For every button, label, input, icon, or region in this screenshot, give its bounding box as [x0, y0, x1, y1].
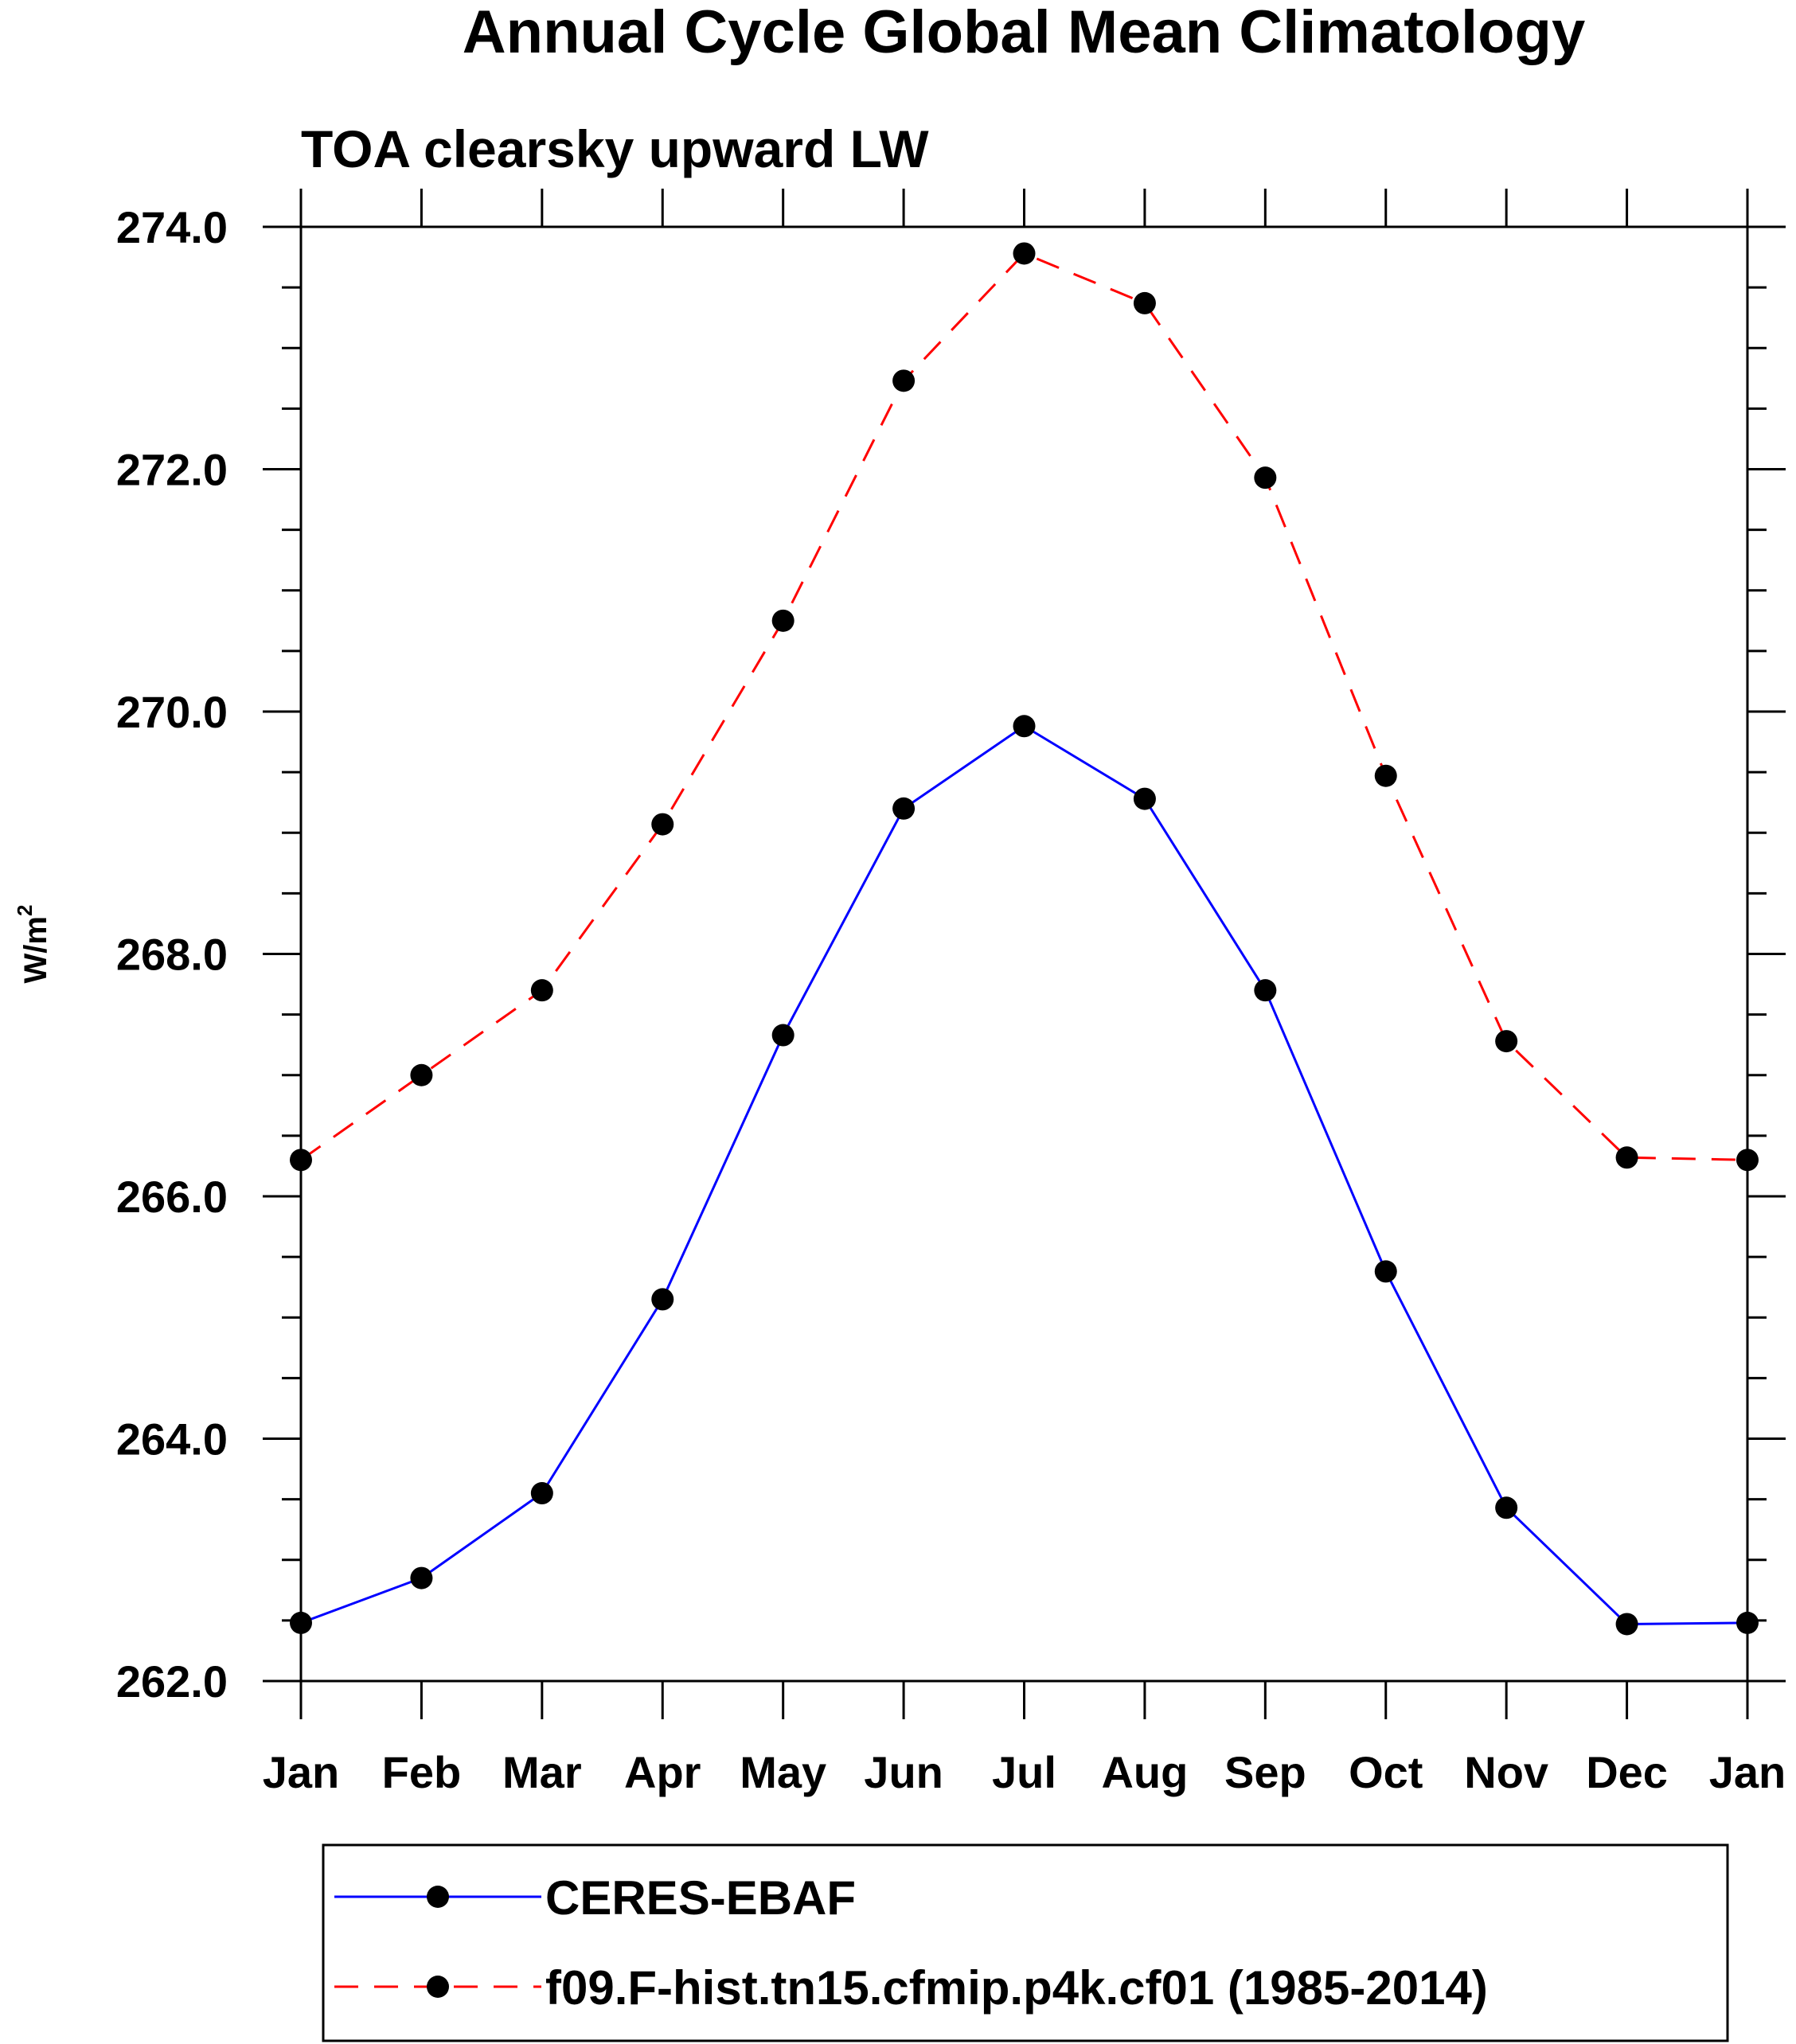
svg-text:W/m2: W/m2: [13, 905, 53, 984]
legend-label-model: f09.F-hist.tn15.cfmip.p4k.cf01 (1985-201…: [545, 1961, 1488, 2015]
legend-label-ceres: CERES-EBAF: [545, 1871, 856, 1925]
series-0-point-10: [1495, 1496, 1518, 1519]
series-1-point-3: [651, 813, 674, 836]
tick-labels: Jan Feb Mar Apr May Jun Jul Aug Sep Oct Nov Dec Jan 2…: [116, 202, 1786, 1797]
series-line-0: [300, 724, 1748, 1625]
series-1-point-5: [892, 369, 916, 392]
x-tick-label-3: Apr: [624, 1747, 701, 1797]
y-tick-label-2: 266.0: [116, 1172, 228, 1222]
series-0-point-3: [651, 1288, 674, 1311]
y-axis-label: W/m2: [13, 905, 53, 984]
series-0-point-9: [1374, 1260, 1397, 1283]
x-tick-label-0: Jan: [263, 1747, 340, 1797]
x-tick-label-4: May: [740, 1747, 826, 1797]
x-tick-label-7: Aug: [1101, 1747, 1188, 1797]
series-1-point-8: [1254, 466, 1277, 490]
chart-title: Annual Cycle Global Mean Climatology: [463, 0, 1585, 66]
series-0-point-7: [1133, 787, 1156, 810]
legend: CERES-EBAF f09.F-hist.tn15.cfmip.p4k.cf0…: [322, 1843, 1729, 2042]
y-tick-label-6: 274.0: [116, 202, 228, 252]
series-1-point-1: [410, 1063, 433, 1086]
series-1-point-4: [771, 609, 795, 632]
series-1-point-2: [530, 979, 553, 1002]
x-tick-label-2: Mar: [502, 1747, 582, 1797]
series-0-point-2: [530, 1482, 553, 1505]
series-0-point-8: [1254, 979, 1277, 1002]
x-tick-label-8: Sep: [1224, 1747, 1306, 1797]
legend-marker-model: [427, 1976, 449, 1998]
data-series: [290, 242, 1759, 1636]
series-line-1: [300, 252, 1748, 1161]
series-1-point-7: [1133, 291, 1156, 314]
plot-frame: [299, 225, 1749, 1683]
x-tick-label-10: Nov: [1464, 1747, 1548, 1797]
x-tick-label-5: Jun: [864, 1747, 943, 1797]
legend-marker-ceres: [427, 1886, 449, 1908]
x-tick-label-1: Feb: [382, 1747, 462, 1797]
series-0-point-6: [1013, 715, 1036, 738]
x-tick-label-11: Dec: [1586, 1747, 1668, 1797]
series-0-point-1: [410, 1566, 433, 1590]
y-axis-label-text: W/m: [18, 916, 53, 983]
x-tick-label-12: Jan: [1709, 1747, 1786, 1797]
y-axis-label-superscript: 2: [13, 905, 37, 916]
x-tick-label-6: Jul: [992, 1747, 1056, 1797]
series-1-point-9: [1374, 764, 1397, 787]
y-tick-label-0: 262.0: [116, 1656, 228, 1707]
x-tick-label-9: Oct: [1349, 1747, 1423, 1797]
chart-subtitle: TOA clearsky upward LW: [301, 119, 929, 178]
series-0-point-11: [1615, 1613, 1638, 1636]
series-1-point-11: [1615, 1146, 1638, 1169]
y-tick-label-1: 264.0: [116, 1414, 228, 1465]
legend-box: [322, 1843, 1729, 2042]
y-tick-label-5: 272.0: [116, 445, 228, 495]
series-0-point-5: [892, 797, 916, 820]
axis-ticks: [263, 189, 1786, 1719]
y-tick-label-4: 270.0: [116, 687, 228, 737]
y-tick-label-3: 268.0: [116, 930, 228, 980]
series-0-point-4: [771, 1024, 795, 1047]
series-1-point-6: [1013, 242, 1036, 265]
series-1-point-10: [1495, 1030, 1518, 1053]
